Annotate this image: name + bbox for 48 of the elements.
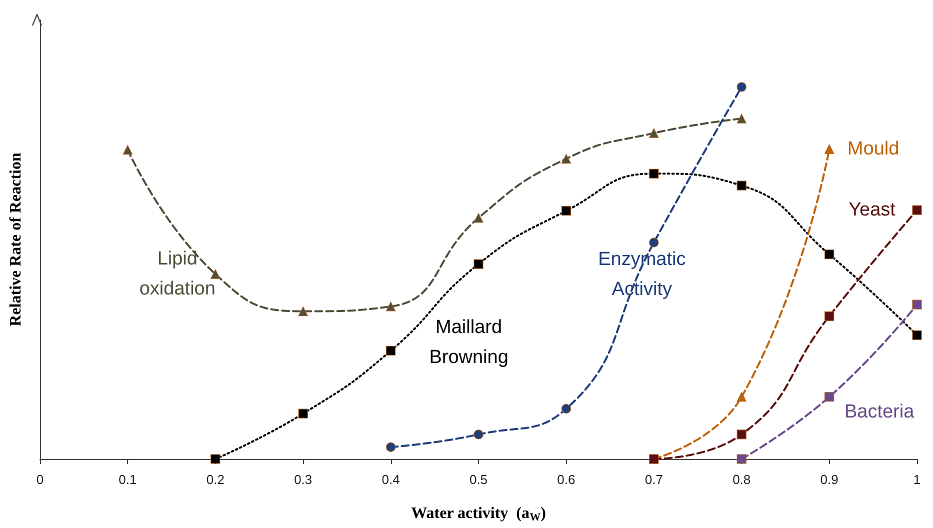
point — [736, 454, 746, 464]
x-tick-label: 0.4 — [382, 472, 400, 487]
point — [912, 205, 922, 215]
point — [210, 454, 220, 464]
x-tick-label: 0.2 — [206, 472, 224, 487]
series-label: Yeast — [848, 200, 896, 221]
point — [474, 430, 484, 440]
point — [298, 408, 308, 418]
x-tick-label: 0.7 — [644, 472, 663, 487]
x-tick-label: 0.1 — [118, 472, 137, 487]
x-tick-label: 0.6 — [557, 472, 576, 487]
x-tick-label: 0.8 — [732, 472, 751, 487]
point — [649, 238, 659, 248]
series-label: Maillard Browning — [429, 317, 508, 368]
point — [561, 404, 571, 414]
x-tick-label: 0.9 — [820, 472, 838, 487]
point — [912, 330, 922, 340]
point — [561, 206, 571, 216]
point — [736, 430, 746, 440]
x-tick-label: 0.5 — [469, 472, 488, 487]
series-label: Mould — [847, 138, 900, 160]
point — [824, 250, 834, 260]
point — [824, 144, 834, 154]
y-axis-title: Relative Rate of Reaction — [8, 152, 24, 326]
point — [386, 302, 396, 312]
point — [649, 128, 659, 138]
point — [824, 311, 834, 321]
series-label: Bacteria — [844, 401, 915, 422]
point — [824, 392, 834, 402]
point — [649, 168, 659, 178]
x-tick-label: 0.3 — [294, 472, 312, 487]
point — [736, 392, 746, 402]
point — [122, 145, 132, 155]
x-tick-label: 1 — [913, 472, 921, 487]
series-label: Lipid oxidation — [139, 248, 216, 300]
point — [736, 82, 746, 92]
point — [474, 259, 484, 269]
point — [386, 346, 396, 356]
point — [912, 300, 922, 310]
point — [736, 114, 746, 124]
x-tick-label: 0 — [36, 472, 44, 487]
point — [561, 154, 571, 164]
point — [474, 213, 484, 223]
point — [386, 442, 396, 452]
point — [298, 306, 308, 316]
point — [736, 180, 746, 190]
series-label: Enzymatic Activity — [598, 248, 686, 300]
point — [210, 269, 220, 279]
